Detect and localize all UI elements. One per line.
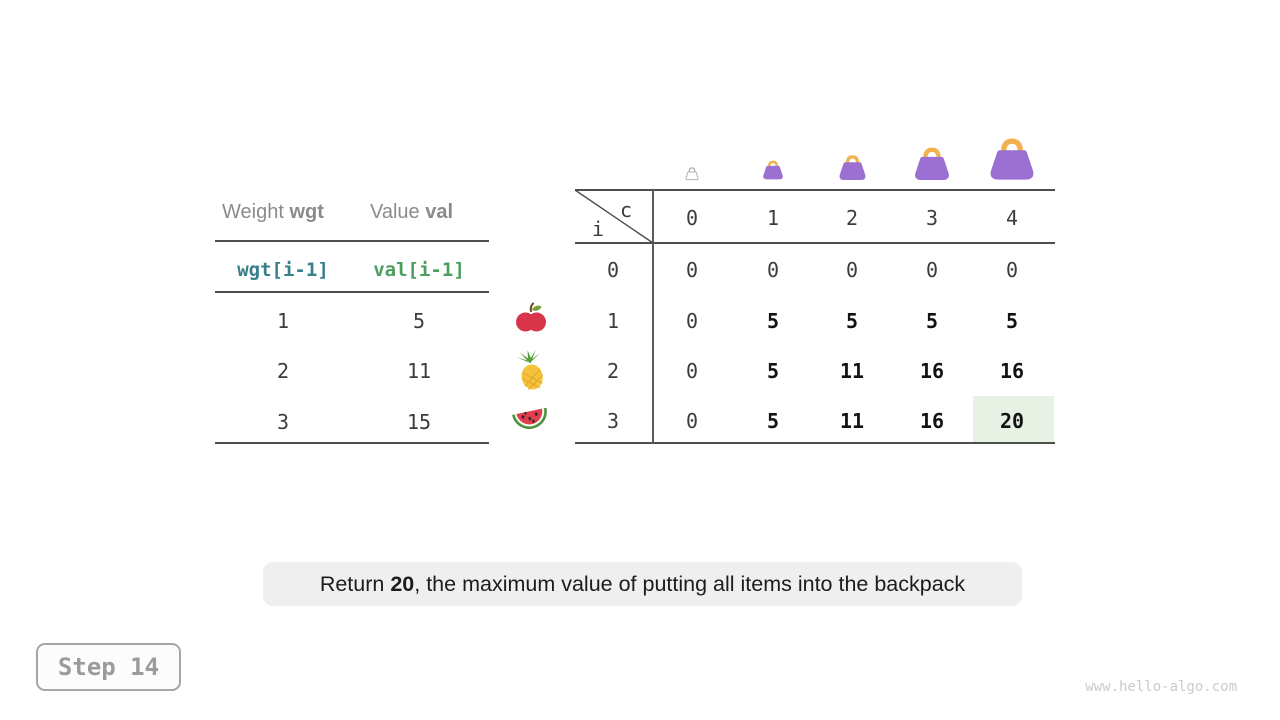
- result-caption: Return 20, the maximum value of putting …: [263, 562, 1022, 606]
- dp-cell-r1-c1: 5: [766, 309, 780, 333]
- dp-cell-r0-c1: 0: [766, 258, 780, 282]
- dp-cell-r2-c4: 16: [999, 359, 1025, 383]
- apple-icon: [516, 302, 546, 332]
- site-watermark: www.hello-algo.com: [1085, 679, 1237, 695]
- dp-table-rule-vertical: [652, 189, 654, 444]
- dp-cell-r0-c2: 0: [845, 258, 859, 282]
- dp-table-rule-header: [575, 242, 1055, 244]
- dp-cell-r2-c2: 11: [839, 359, 865, 383]
- dp-cell-r2-c3: 16: [919, 359, 945, 383]
- watermelon-icon: [512, 407, 547, 430]
- item3-value: 15: [406, 410, 432, 434]
- caption-post: , the maximum value of putting all items…: [414, 571, 966, 596]
- corner-item-var: i: [591, 217, 605, 241]
- dp-cell-r3-c0: 0: [685, 409, 699, 433]
- caption-result-value: 20: [390, 571, 415, 596]
- step-counter: Step 14: [36, 643, 181, 691]
- item1-weight: 1: [276, 309, 290, 333]
- item1-value: 5: [412, 309, 426, 333]
- value-column-header: Value val: [370, 201, 454, 223]
- items-table-rule-bottom: [215, 442, 489, 444]
- dp-row-label-2: 2: [606, 359, 620, 383]
- dp-table-rule-top: [575, 189, 1055, 191]
- item2-weight: 2: [276, 359, 290, 383]
- bag-icon-capacity-4: [988, 135, 1036, 181]
- dp-table-rule-bottom: [575, 442, 1055, 444]
- dp-col-header-1: 1: [766, 206, 780, 230]
- caption-pre: Return: [319, 571, 391, 596]
- dp-cell-r0-c3: 0: [925, 258, 939, 282]
- bag-icon-capacity-1: [762, 159, 784, 180]
- dp-col-header-2: 2: [845, 206, 859, 230]
- weight-column-header: Weight wgt: [222, 201, 324, 223]
- dp-cell-r3-c2: 11: [839, 409, 865, 433]
- bag-icon-capacity-2: [838, 153, 867, 181]
- dp-row-label-0: 0: [606, 258, 620, 282]
- dp-col-header-0: 0: [685, 206, 699, 230]
- dp-col-header-3: 3: [925, 206, 939, 230]
- dp-cell-r1-c3: 5: [925, 309, 939, 333]
- dp-cell-r1-c2: 5: [845, 309, 859, 333]
- dp-cell-r0-c4: 0: [1005, 258, 1019, 282]
- dp-row-label-1: 1: [606, 309, 620, 333]
- wgt-index-expression: wgt[i-1]: [237, 259, 329, 281]
- dp-col-header-4: 4: [1005, 206, 1019, 230]
- corner-capacity-var: c: [619, 198, 633, 222]
- dp-cell-r1-c4: 5: [1005, 309, 1019, 333]
- empty-bag-icon-capacity-0: [684, 166, 700, 181]
- dp-cell-r2-c1: 5: [766, 359, 780, 383]
- dp-cell-r3-c3: 16: [919, 409, 945, 433]
- dp-cell-r3-c4-result: 20: [999, 409, 1025, 433]
- dp-cell-r2-c0: 0: [685, 359, 699, 383]
- item2-value: 11: [406, 359, 432, 383]
- item3-weight: 3: [276, 410, 290, 434]
- result-cell-highlight: [973, 396, 1054, 443]
- dp-cell-r0-c0: 0: [685, 258, 699, 282]
- corner-diagonal-line: [575, 190, 653, 243]
- items-table-rule-mid: [215, 291, 489, 293]
- val-index-expression: val[i-1]: [373, 259, 465, 281]
- pineapple-icon: [516, 349, 543, 391]
- items-table-rule-top: [215, 240, 489, 242]
- bag-icon-capacity-3: [913, 145, 951, 181]
- dp-cell-r1-c0: 0: [685, 309, 699, 333]
- dp-cell-r3-c1: 5: [766, 409, 780, 433]
- dp-row-label-3: 3: [606, 409, 620, 433]
